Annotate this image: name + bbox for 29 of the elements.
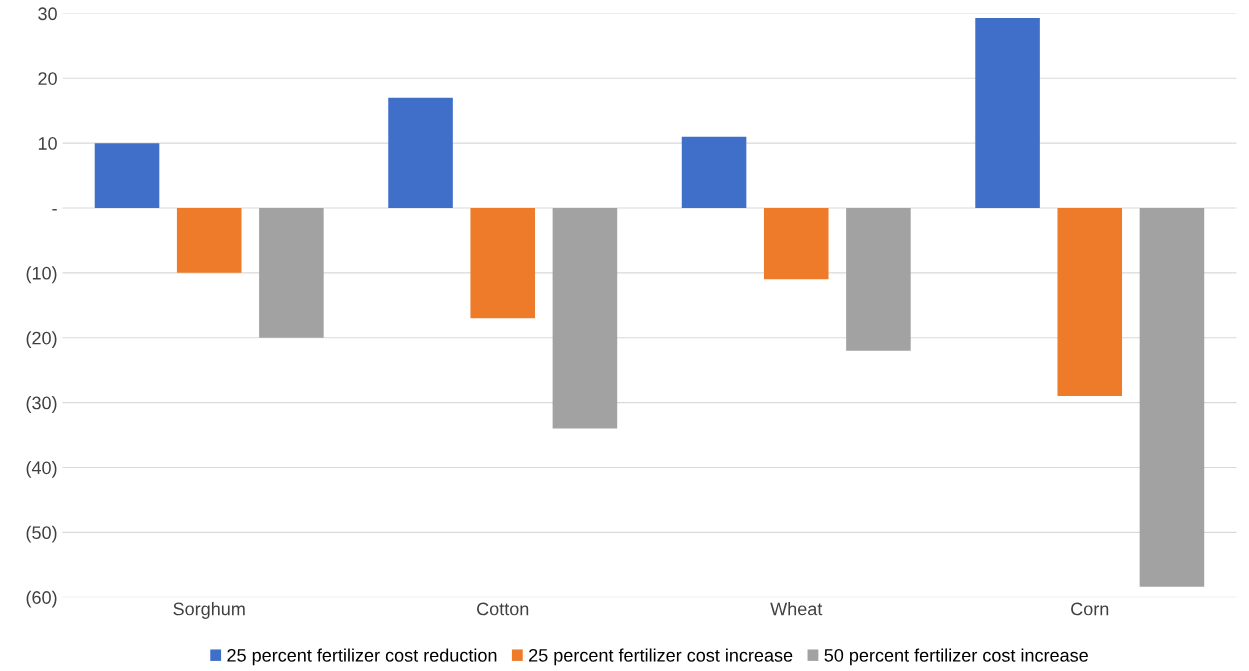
y-tick-label: - [52,209,57,211]
y-tick-label: 20 [38,72,57,85]
y-tick-label: (60) [26,590,57,608]
bar [470,208,536,319]
legend-label: 25 percent fertilizer cost increase [529,648,793,666]
x-tick-label: Cotton [477,602,529,616]
bar [975,17,1040,209]
x-tick-label: Sorghum [173,602,245,619]
bar [94,143,160,209]
bar [388,97,453,209]
y-tick-label: 30 [38,7,57,21]
y-tick-label: (50) [26,525,57,543]
bar [1139,208,1205,587]
bar [681,136,747,209]
bar [846,208,911,351]
y-tick-label: (40) [26,460,57,478]
bar [1057,208,1123,397]
x-tick-label: Corn [1071,602,1109,616]
bar [763,208,829,280]
y-tick-label: (20) [26,331,57,349]
bar [259,208,324,338]
y-tick-label: 10 [38,137,57,150]
x-tick-label: Wheat [770,602,823,616]
bar [176,208,242,273]
y-tick-label: (10) [26,266,57,284]
legend-label: 50 percent fertilizer cost increase [824,648,1088,666]
y-tick-label: (30) [26,396,57,413]
bar [552,208,618,429]
legend-label: 25 percent fertilizer cost reduction [227,648,497,666]
